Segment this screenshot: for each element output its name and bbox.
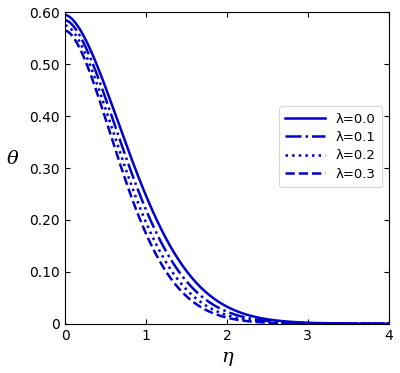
- Line: λ=0.3: λ=0.3: [65, 31, 389, 324]
- λ=0.0: [146, 199, 151, 203]
- λ=0.2: [63, 23, 68, 28]
- λ=0.3: [63, 28, 68, 33]
- λ=0.3: [253, 320, 258, 324]
- λ=0.0: [253, 315, 258, 319]
- λ=0.2: [306, 321, 311, 326]
- λ=0.3: [306, 321, 311, 326]
- λ=0.0: [306, 320, 311, 325]
- λ=0.2: [279, 320, 284, 325]
- λ=0.1: [386, 322, 391, 326]
- λ=0.2: [386, 322, 391, 326]
- λ=0.1: [63, 18, 68, 22]
- λ=0.2: [253, 319, 258, 323]
- λ=0.3: [209, 310, 214, 315]
- Line: λ=0.2: λ=0.2: [65, 25, 389, 324]
- λ=0.1: [253, 317, 258, 322]
- Line: λ=0.0: λ=0.0: [65, 15, 389, 324]
- λ=0.2: [146, 225, 151, 230]
- λ=0.1: [306, 321, 311, 325]
- λ=0.3: [146, 236, 151, 241]
- λ=0.3: [279, 321, 284, 325]
- λ=0.0: [209, 295, 214, 299]
- λ=0.2: [120, 157, 125, 162]
- λ=0.3: [386, 322, 391, 326]
- λ=0.2: [209, 307, 214, 311]
- λ=0.1: [120, 145, 125, 149]
- X-axis label: η: η: [221, 348, 233, 366]
- λ=0.0: [279, 319, 284, 323]
- λ=0.1: [146, 213, 151, 217]
- λ=0.1: [209, 301, 214, 306]
- λ=0.3: [120, 169, 125, 173]
- λ=0.0: [63, 13, 68, 17]
- Line: λ=0.1: λ=0.1: [65, 20, 389, 324]
- Legend: λ=0.0, λ=0.1, λ=0.2, λ=0.3: λ=0.0, λ=0.1, λ=0.2, λ=0.3: [279, 106, 382, 187]
- λ=0.0: [386, 322, 391, 326]
- λ=0.1: [279, 320, 284, 325]
- Y-axis label: θ: θ: [7, 150, 19, 168]
- λ=0.0: [120, 132, 125, 136]
